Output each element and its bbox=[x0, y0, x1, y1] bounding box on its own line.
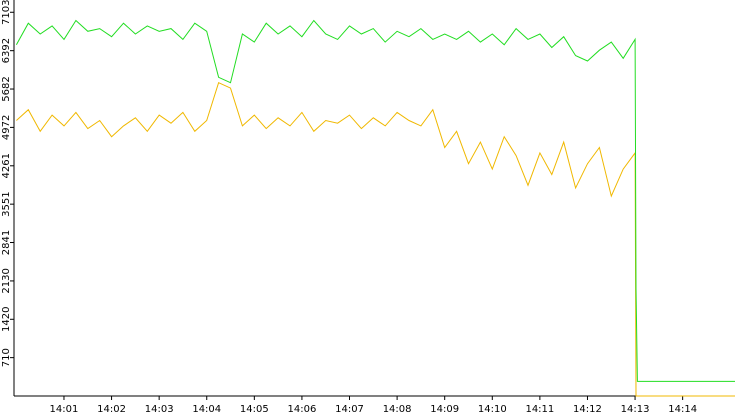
x-tick-label: 14:09 bbox=[430, 404, 459, 415]
x-tick-label: 14:06 bbox=[288, 404, 317, 415]
y-tick-label: 710 bbox=[1, 348, 12, 367]
x-tick-label: 14:05 bbox=[240, 404, 269, 415]
x-tick-label: 14:13 bbox=[621, 404, 650, 415]
x-tick-label: 14:03 bbox=[145, 404, 174, 415]
y-tick-label: 4261 bbox=[1, 153, 12, 178]
x-tick-label: 14:02 bbox=[97, 404, 126, 415]
y-tick-label: 7103 bbox=[1, 0, 12, 25]
series-line bbox=[16, 82, 735, 397]
y-tick-label: 4972 bbox=[1, 115, 12, 140]
x-tick-label: 14:10 bbox=[478, 404, 507, 415]
y-tick-label: 2130 bbox=[1, 268, 12, 293]
x-tick-label: 14:11 bbox=[525, 404, 554, 415]
x-tick-label: 14:08 bbox=[383, 404, 412, 415]
series-line bbox=[15, 19, 735, 382]
x-tick-label: 14:12 bbox=[573, 404, 602, 415]
y-tick-label: 5682 bbox=[1, 76, 12, 101]
y-tick-label: 6392 bbox=[1, 38, 12, 63]
x-tick-label: 14:07 bbox=[335, 404, 364, 415]
y-tick-label: 1420 bbox=[1, 307, 12, 332]
y-tick-label: 2841 bbox=[1, 230, 12, 255]
x-tick-label: 14:14 bbox=[668, 404, 697, 415]
x-tick-label: 14:04 bbox=[192, 404, 221, 415]
x-tick-label: 14:01 bbox=[50, 404, 79, 415]
y-tick-label: 3551 bbox=[1, 191, 12, 216]
